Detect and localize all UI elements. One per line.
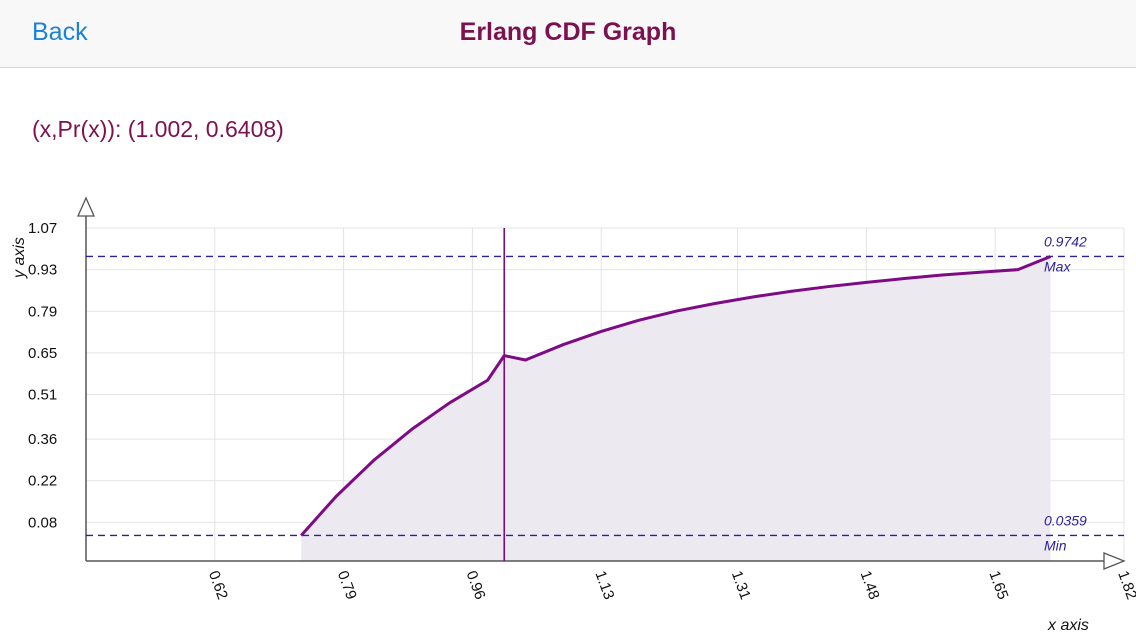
y-tick-label: 0.36 (28, 431, 57, 448)
cdf-curve (300, 255, 1052, 537)
min-label: Min (1044, 537, 1067, 553)
navigation-bar: Back Erlang CDF Graph (0, 0, 1136, 68)
y-tick-label: 1.07 (28, 220, 57, 237)
x-tick-label: 0.96 (463, 569, 489, 602)
max-value-label: 0.9742 (1044, 233, 1087, 249)
y-tick-label: 0.79 (28, 303, 57, 320)
x-tick-label: 0.62 (205, 569, 231, 602)
max-label: Max (1044, 258, 1071, 274)
x-tick-label: 1.48 (857, 569, 883, 602)
y-tick-label: 0.08 (28, 514, 57, 531)
back-button[interactable]: Back (32, 18, 88, 46)
x-tick-label: 1.31 (728, 569, 754, 602)
y-tick-label: 0.93 (28, 262, 57, 279)
y-axis-arrow (76, 196, 96, 217)
x-axis-arrow (1103, 552, 1126, 570)
cursor-readout: (x,Pr(x)): (1.002, 0.6408) (32, 116, 284, 142)
y-tick-label: 0.51 (28, 387, 57, 404)
y-tick-label: 0.22 (28, 473, 57, 490)
x-tick-label: 1.82 (1114, 569, 1136, 602)
cdf-area (301, 256, 1051, 561)
y-axis-title: y axis (11, 237, 28, 279)
x-tick-label: 1.65 (985, 569, 1011, 602)
page-title: Erlang CDF Graph (459, 18, 677, 46)
x-tick-label: 0.79 (334, 569, 360, 602)
erlang-cdf-chart[interactable]: 0.9742 Max 0.0359 Min 0.08 0.22 0.36 0.51 0.65 0.… (0, 180, 1136, 639)
y-tick-label: 0.65 (28, 345, 57, 362)
min-value-label: 0.0359 (1044, 512, 1087, 528)
x-axis-title: x axis (1047, 617, 1089, 634)
x-tick-label: 1.13 (591, 569, 617, 602)
